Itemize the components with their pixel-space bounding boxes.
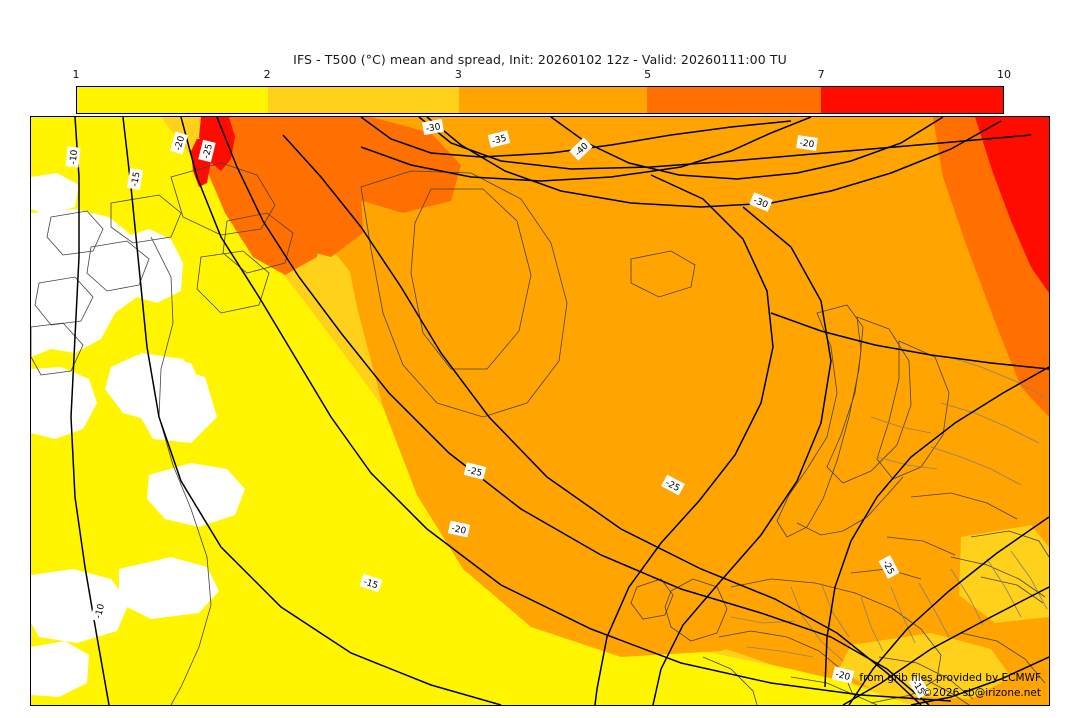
svg-text:-35: -35 bbox=[491, 134, 508, 147]
spread-below-1-region-d bbox=[31, 367, 97, 439]
spread-band-3-5-lobe bbox=[331, 153, 937, 657]
spread-band-7-10-east bbox=[975, 117, 1049, 293]
colorbar-segment-2-3 bbox=[267, 87, 459, 113]
contour-minus-30-ne2 bbox=[770, 312, 1049, 370]
svg-text:-25: -25 bbox=[466, 466, 483, 479]
contour-minus-30 bbox=[360, 117, 812, 182]
svg-text:-20: -20 bbox=[174, 135, 188, 152]
svg-text:-15: -15 bbox=[362, 577, 379, 591]
svg-text:-10: -10 bbox=[94, 603, 107, 620]
colorbar-tick-3: 3 bbox=[454, 68, 462, 81]
contour-minus-25-se bbox=[848, 516, 1049, 705]
contour-minus-20-se bbox=[910, 656, 1049, 705]
contour-minus-30-ne bbox=[824, 366, 1049, 688]
svg-text:-30: -30 bbox=[425, 122, 441, 134]
spread-below-1-region-f bbox=[135, 361, 217, 443]
contour-minus-40 bbox=[550, 117, 944, 180]
colorbar-segment-3-5 bbox=[458, 87, 648, 113]
contour-lines-layer bbox=[70, 117, 1049, 705]
contour-minus-35 bbox=[426, 117, 1002, 208]
svg-text:-20: -20 bbox=[450, 524, 467, 537]
spread-below-1-region-a bbox=[31, 209, 183, 357]
colorbar-tick-1: 1 bbox=[72, 68, 80, 81]
contour-labels-layer: -10 -15 -20 -25 bbox=[65, 118, 930, 699]
contour-minus-20 bbox=[180, 117, 952, 702]
colorbar-tick-7: 7 bbox=[817, 68, 825, 81]
weather-map[interactable]: -10 -15 -20 -25 bbox=[30, 116, 1050, 706]
spread-below-1-region-g bbox=[31, 569, 129, 643]
svg-text:-20: -20 bbox=[799, 138, 815, 150]
contour-minus-30b bbox=[282, 134, 922, 705]
colorbar-tick-10: 10 bbox=[997, 68, 1011, 81]
map-canvas: -10 -15 -20 -25 bbox=[31, 117, 1049, 705]
colorbar-tick-2: 2 bbox=[263, 68, 271, 81]
colorbar: 1 2 3 5 7 10 bbox=[72, 68, 1012, 114]
colorbar-segment-5-7 bbox=[647, 87, 821, 113]
contour-minus-15-se bbox=[842, 586, 1049, 705]
colorbar-gradient-bar bbox=[76, 86, 1004, 114]
colorbar-segment-1-2 bbox=[77, 87, 268, 113]
contour-minus-35b bbox=[652, 206, 832, 705]
spread-below-1-region-k bbox=[31, 173, 79, 215]
spread-below-1-region-h bbox=[119, 557, 219, 619]
svg-text:-25: -25 bbox=[202, 143, 215, 160]
contour-minus-25 bbox=[216, 117, 930, 705]
colorbar-tick-5: 5 bbox=[644, 68, 652, 81]
svg-text:-10: -10 bbox=[69, 149, 81, 165]
spread-below-1-region-lake bbox=[147, 463, 245, 527]
colorbar-tick-labels: 1 2 3 5 7 10 bbox=[72, 68, 1012, 84]
svg-text:-15: -15 bbox=[130, 171, 142, 187]
contour-minus-20b bbox=[360, 117, 792, 158]
spread-below-1-region-i bbox=[31, 641, 89, 697]
page-title: IFS - T500 (°C) mean and spread, Init: 2… bbox=[293, 52, 787, 67]
contour-minus-15 bbox=[122, 117, 502, 705]
colorbar-segment-7-10 bbox=[820, 87, 1003, 113]
contour-minus-40b bbox=[594, 174, 774, 705]
svg-text:-20: -20 bbox=[834, 670, 851, 683]
